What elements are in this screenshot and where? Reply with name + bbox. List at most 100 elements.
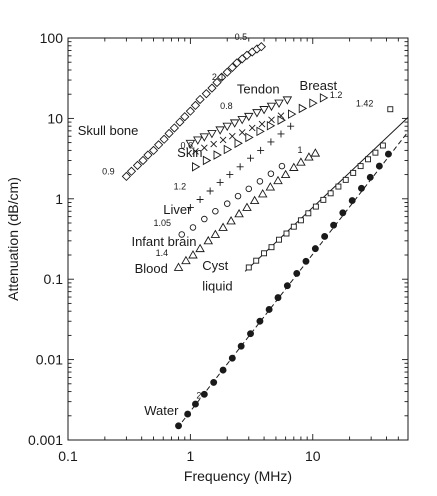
data-point-skin (268, 116, 275, 124)
data-point-cyst-liquid (350, 169, 357, 176)
data-point-liver (287, 122, 295, 130)
data-point-water (247, 330, 254, 338)
data-point-breast (245, 132, 254, 143)
data-point-blood (310, 148, 321, 157)
data-point-cyst-liquid (327, 190, 334, 197)
data-point-water (175, 422, 182, 430)
data-point-tendon (207, 129, 217, 139)
data-point-skull-bone (148, 145, 159, 156)
data-point-liver (267, 138, 275, 146)
data-point-tendon (259, 106, 269, 115)
y-tick-label: 1 (55, 191, 63, 207)
data-point-water (283, 282, 291, 290)
data-point-tendon (185, 139, 196, 149)
data-point-skull-bone (164, 128, 174, 139)
exponent-label: 1 (297, 145, 302, 155)
y-axis-title: Attenuation (dB/cm) (5, 177, 21, 301)
data-point-skull-bone (126, 166, 137, 176)
data-point-liver (277, 130, 285, 138)
data-point-skull-bone (175, 117, 185, 127)
series-label-liquid: liquid (202, 279, 232, 294)
data-point-tendon (252, 109, 262, 118)
axis-ticks (67, 37, 409, 441)
data-point-skull-bone (195, 94, 205, 105)
exponent-label: 1.2 (330, 90, 343, 100)
data-point-breast (191, 162, 201, 172)
exponent-label: 0.9 (102, 167, 115, 177)
data-point-blood (304, 152, 314, 161)
data-point-tendon (243, 112, 254, 122)
data-point-skull-bone (138, 155, 148, 166)
data-point-cyst-liquid (342, 176, 349, 183)
data-point-skull-bone (143, 150, 153, 160)
data-point-liver (247, 154, 255, 162)
data-point-cyst-liquid (320, 196, 327, 203)
series-label-breast: Breast (300, 78, 338, 93)
data-point-blood (181, 255, 191, 265)
data-point-breast (223, 144, 233, 155)
data-point-blood (265, 182, 276, 191)
data-point-skin (219, 136, 227, 144)
data-point-cyst-liquid (276, 236, 282, 243)
data-point-blood (257, 189, 268, 198)
data-point-breast (298, 103, 308, 114)
data-point-tendon (266, 102, 277, 112)
data-point-skull-bone (159, 134, 169, 144)
data-point-cyst-liquid (283, 230, 290, 237)
data-point-blood (210, 229, 221, 238)
data-point-water (302, 257, 310, 265)
data-point-cyst-liquid (335, 183, 342, 190)
data-point-liver (226, 171, 234, 179)
series-label-infant-brain: Infant brain (131, 234, 196, 249)
data-point-infant-brain (189, 224, 197, 231)
data-point-skull-bone (201, 89, 211, 99)
data-point-cyst-liquid (379, 142, 386, 149)
chart-labels: 0.1 1 10 0.001 0.01 0.1 1 10 100 Skull bone Tendon… (28, 30, 373, 464)
data-point-blood (249, 195, 260, 205)
data-point-blood (234, 208, 244, 218)
data-point-breast (288, 109, 297, 119)
data-point-liver (236, 163, 244, 171)
data-point-skin (228, 132, 236, 140)
data-point-blood (296, 157, 306, 166)
series-label-liver: Liver (163, 202, 192, 217)
data-point-water (256, 317, 264, 325)
data-point-blood (218, 222, 228, 231)
exponent-label: 0.8 (220, 101, 233, 111)
data-point-water (237, 342, 245, 350)
data-point-breast (309, 98, 318, 108)
data-point-skin (201, 144, 208, 152)
data-point-breast (202, 155, 212, 166)
data-point-skull-bone (153, 140, 164, 150)
data-point-blood (289, 162, 299, 171)
data-point-water (366, 173, 374, 181)
data-point-skin (248, 124, 256, 132)
data-point-breast (256, 126, 265, 137)
data-point-skin (238, 129, 246, 136)
data-point-skin (192, 147, 199, 155)
data-point-skin (210, 140, 217, 148)
data-point-skull-bone (132, 160, 143, 171)
data-point-skull-bone (227, 62, 237, 73)
data-point-infant-brain (223, 200, 231, 207)
data-point-tendon (274, 99, 284, 109)
data-point-tendon (229, 119, 240, 128)
data-point-liver (257, 146, 265, 154)
data-point-water (191, 400, 199, 408)
exponent-label: 2.1 (212, 72, 225, 82)
data-point-blood (273, 175, 283, 185)
data-point-cyst-liquid (261, 250, 268, 257)
data-point-cyst-liquid (253, 257, 260, 264)
data-point-breast (277, 115, 286, 125)
data-point-water (200, 390, 208, 398)
fit-line-water (176, 131, 409, 429)
data-point-tendon (237, 116, 247, 125)
data-point-water (321, 233, 329, 240)
exponent-label: 2 (196, 390, 201, 400)
data-point-water (228, 354, 236, 362)
data-point-blood (188, 250, 198, 259)
data-point-infant-brain (234, 192, 242, 200)
data-point-water (293, 269, 301, 277)
exponent-label: 1.05 (154, 218, 172, 228)
